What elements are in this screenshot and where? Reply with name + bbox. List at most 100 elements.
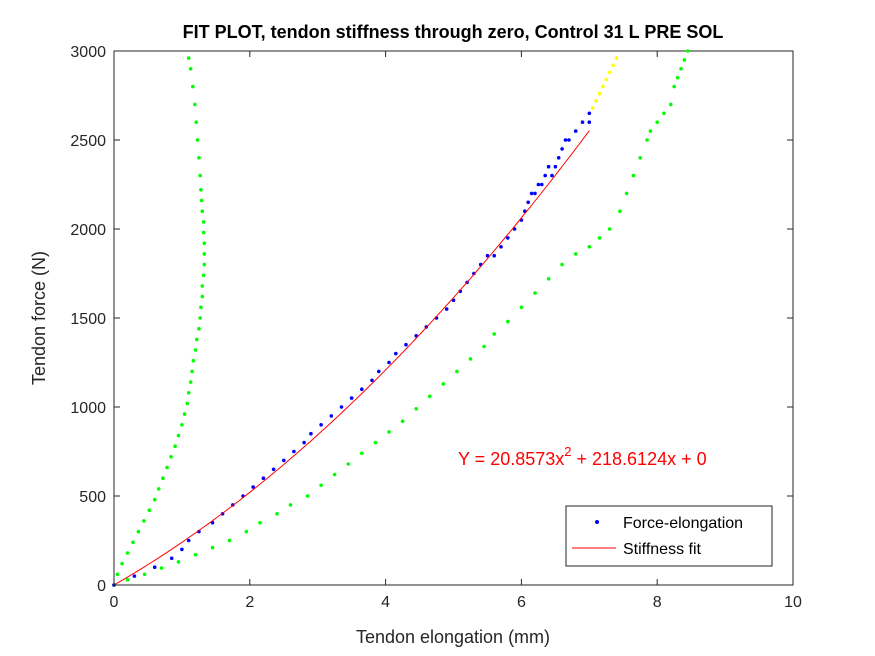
- data-point: [194, 120, 198, 124]
- fit-equation-prefix: Y = 20.8573x: [458, 449, 564, 469]
- data-point: [302, 440, 306, 445]
- data-point: [198, 173, 202, 178]
- data-point: [492, 332, 497, 336]
- data-point: [176, 433, 181, 438]
- chart-title: FIT PLOT, tendon stiffness through zero,…: [183, 22, 724, 42]
- x-tick-label: 0: [110, 594, 119, 611]
- data-point: [669, 102, 673, 107]
- data-point: [560, 147, 564, 151]
- data-point: [319, 483, 323, 488]
- fit-equation-suffix: + 218.6124x + 0: [572, 449, 707, 469]
- data-point: [519, 305, 524, 310]
- data-point: [169, 556, 174, 561]
- data-point: [546, 164, 551, 169]
- data-point: [400, 419, 405, 424]
- series-2: [112, 49, 690, 587]
- data-point: [618, 209, 622, 213]
- data-point: [472, 271, 476, 276]
- data-point: [199, 198, 204, 203]
- data-point: [200, 284, 205, 288]
- data-point: [455, 369, 459, 374]
- data-point: [645, 138, 649, 142]
- data-point: [631, 173, 636, 178]
- data-point: [193, 552, 198, 557]
- data-point: [201, 230, 206, 235]
- data-point: [142, 572, 147, 577]
- data-point: [533, 291, 537, 295]
- data-point: [587, 245, 592, 249]
- data-point: [180, 547, 184, 552]
- data-point: [188, 380, 193, 384]
- series-1: [112, 56, 207, 587]
- data-point: [573, 252, 578, 256]
- data-point: [142, 519, 146, 523]
- data-point: [195, 138, 200, 142]
- data-point: [533, 191, 537, 196]
- data-point: [125, 577, 130, 582]
- data-point: [185, 401, 190, 406]
- data-point: [506, 236, 510, 240]
- data-marks: [112, 49, 690, 587]
- data-point: [202, 252, 207, 256]
- data-point: [275, 512, 279, 516]
- data-point: [329, 414, 334, 418]
- data-point: [682, 58, 687, 62]
- legend-label-force-elongation: Force-elongation: [623, 515, 743, 532]
- data-point: [624, 191, 629, 196]
- data-point: [182, 412, 187, 416]
- data-point: [198, 316, 202, 320]
- data-point: [604, 77, 609, 82]
- data-point: [679, 67, 683, 71]
- data-point: [136, 529, 141, 534]
- data-point: [482, 344, 486, 349]
- y-tick-label: 1000: [70, 400, 106, 417]
- x-tick-label: 8: [653, 594, 662, 611]
- data-point: [594, 99, 598, 103]
- data-point: [319, 423, 323, 427]
- data-point: [468, 357, 473, 361]
- data-point: [662, 111, 666, 116]
- data-point: [587, 120, 592, 124]
- x-axis-ticks: 0 2 4 6 8 10: [110, 51, 802, 611]
- data-point: [563, 138, 568, 142]
- data-point: [292, 449, 296, 454]
- data-point: [655, 120, 659, 124]
- stiffness-fit-line: [113, 130, 590, 586]
- data-point: [614, 56, 619, 60]
- data-point: [186, 56, 191, 60]
- data-point: [161, 476, 165, 481]
- data-point: [132, 574, 137, 578]
- data-point: [550, 173, 554, 178]
- x-axis-label: Tendon elongation (mm): [356, 627, 550, 647]
- data-point: [131, 540, 135, 545]
- data-point: [152, 497, 157, 502]
- data-point: [499, 245, 503, 249]
- legend: Force-elongation Stiffness fit: [565, 505, 773, 567]
- data-point: [186, 538, 191, 543]
- plot-area: [112, 49, 794, 587]
- data-point: [282, 458, 286, 463]
- data-point: [152, 565, 157, 569]
- axes-box: [113, 50, 794, 586]
- data-point: [373, 440, 378, 445]
- data-point: [427, 394, 432, 399]
- data-point: [580, 120, 585, 124]
- data-point: [444, 307, 449, 311]
- data-point: [370, 378, 374, 383]
- data-point: [638, 156, 642, 160]
- y-tick-label: 0: [97, 578, 106, 595]
- data-point: [191, 84, 195, 89]
- data-point: [526, 200, 530, 205]
- fit-equation: Y = 20.8573x2 + 218.6124x + 0: [458, 444, 707, 469]
- data-point: [251, 485, 255, 489]
- data-point: [597, 236, 602, 240]
- data-point: [540, 182, 544, 187]
- data-point: [125, 551, 130, 555]
- data-point: [560, 262, 564, 267]
- legend-box: [565, 505, 773, 567]
- data-point: [227, 538, 232, 543]
- data-point: [607, 70, 612, 75]
- data-point: [210, 545, 215, 550]
- data-point: [573, 129, 578, 133]
